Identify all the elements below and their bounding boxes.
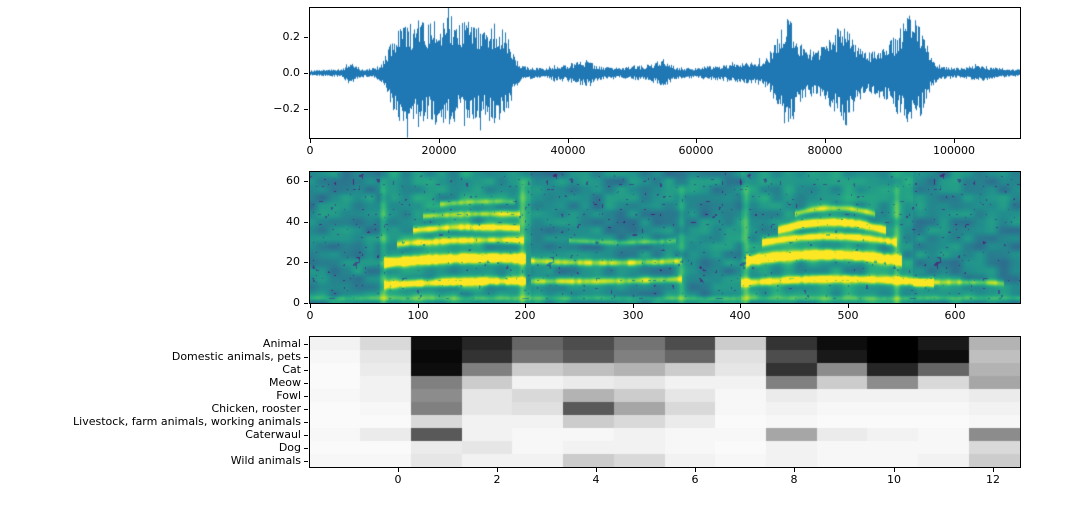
class-tick-mark — [304, 396, 308, 397]
x-tick-label: 80000 — [807, 144, 843, 157]
y-tick-label: 40 — [286, 215, 300, 228]
class-tick-mark — [304, 344, 308, 345]
waveform-canvas — [310, 8, 1020, 138]
class-label: Fowl — [276, 389, 301, 402]
x-tick-label: 6 — [691, 473, 699, 486]
x-tick-mark — [525, 304, 526, 308]
y-tick-label: 20 — [286, 255, 300, 268]
x-tick-label: 60000 — [678, 144, 714, 157]
y-tick-mark — [304, 37, 308, 38]
class-tick-mark — [304, 383, 308, 384]
class-tick-mark — [304, 461, 308, 462]
class-label: Chicken, rooster — [211, 402, 301, 415]
y-tick-label: 0.0 — [282, 66, 301, 79]
x-tick-label: 10 — [887, 473, 901, 486]
class-tick-mark — [304, 357, 308, 358]
x-tick-label: 0 — [306, 144, 314, 157]
x-tick-mark — [696, 139, 697, 143]
y-tick-label: 60 — [286, 174, 300, 187]
y-tick-mark — [304, 303, 308, 304]
x-tick-mark — [310, 304, 311, 308]
spectrogram-subplot — [309, 171, 1021, 304]
x-tick-mark — [695, 468, 696, 472]
x-tick-label: 500 — [837, 309, 859, 322]
x-tick-label: 100 — [407, 309, 429, 322]
x-tick-mark — [894, 468, 895, 472]
x-tick-label: 0 — [306, 309, 314, 322]
waveform-subplot — [309, 7, 1021, 139]
x-tick-mark — [848, 304, 849, 308]
x-tick-mark — [596, 468, 597, 472]
class-label: Wild animals — [230, 454, 301, 467]
class-tick-mark — [304, 370, 308, 371]
x-tick-label: 20000 — [421, 144, 457, 157]
class-label: Livestock, farm animals, working animals — [73, 415, 301, 428]
y-tick-mark — [304, 73, 308, 74]
y-tick-mark — [304, 262, 308, 263]
x-tick-mark — [794, 468, 795, 472]
x-tick-label: 0 — [394, 473, 402, 486]
class-label: Animal — [262, 337, 301, 350]
x-tick-mark — [568, 139, 569, 143]
y-tick-label: 0.2 — [282, 30, 301, 43]
class-label: Dog — [278, 441, 301, 454]
class-tick-mark — [304, 422, 308, 423]
x-tick-label: 300 — [622, 309, 644, 322]
class-label: Caterwaul — [245, 428, 301, 441]
y-tick-mark — [304, 181, 308, 182]
x-tick-label: 400 — [729, 309, 751, 322]
x-tick-mark — [633, 304, 634, 308]
class-tick-mark — [304, 409, 308, 410]
y-tick-mark — [304, 222, 308, 223]
x-tick-label: 12 — [986, 473, 1000, 486]
class-tick-mark — [304, 435, 308, 436]
y-tick-label: −0.2 — [273, 102, 300, 115]
x-tick-mark — [497, 468, 498, 472]
x-tick-mark — [418, 304, 419, 308]
class-label: Meow — [269, 376, 301, 389]
class-label: Domestic animals, pets — [171, 350, 301, 363]
x-tick-label: 2 — [493, 473, 501, 486]
class-scores-canvas — [310, 337, 1020, 467]
class-scores-subplot — [309, 336, 1021, 468]
x-tick-label: 40000 — [550, 144, 586, 157]
x-tick-mark — [439, 139, 440, 143]
x-tick-mark — [398, 468, 399, 472]
x-tick-label: 8 — [790, 473, 798, 486]
y-tick-mark — [304, 109, 308, 110]
class-label: Cat — [282, 363, 301, 376]
x-tick-label: 4 — [592, 473, 600, 486]
x-tick-label: 100000 — [933, 144, 975, 157]
x-tick-mark — [825, 139, 826, 143]
spectrogram-canvas — [310, 172, 1020, 303]
x-tick-mark — [993, 468, 994, 472]
x-tick-label: 600 — [944, 309, 966, 322]
class-tick-mark — [304, 448, 308, 449]
x-tick-mark — [954, 139, 955, 143]
x-tick-mark — [740, 304, 741, 308]
y-tick-label: 0 — [293, 296, 300, 309]
x-tick-mark — [310, 139, 311, 143]
x-tick-label: 200 — [514, 309, 536, 322]
x-tick-mark — [955, 304, 956, 308]
